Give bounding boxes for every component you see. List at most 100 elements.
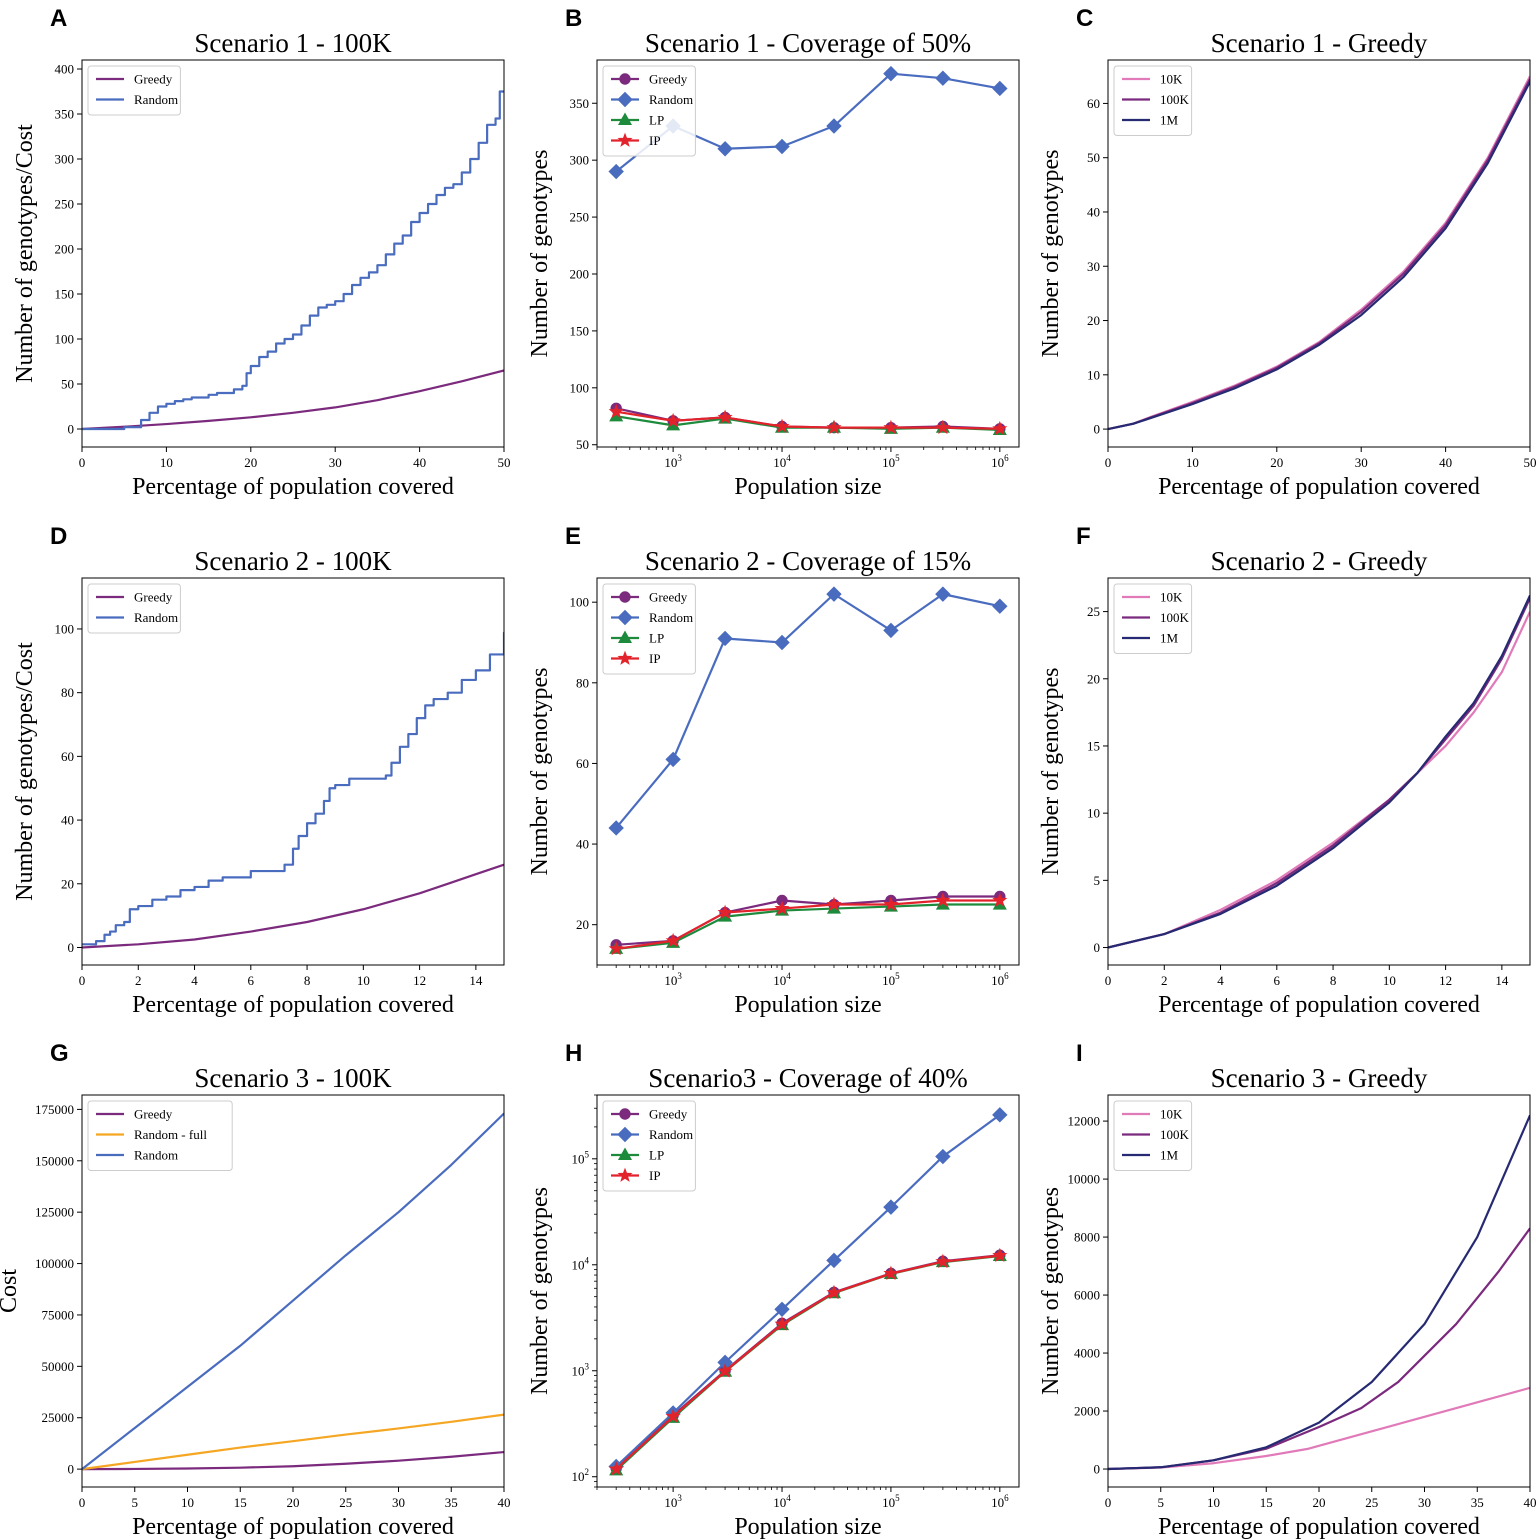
x-axis-label: Percentage of population covered: [132, 1514, 454, 1540]
y-tick-label: 102: [572, 1467, 590, 1484]
series-line-10k: [1108, 611, 1530, 949]
y-tick-label: 250: [570, 210, 590, 225]
legend-box: [87, 1100, 233, 1171]
x-tick-label: 103: [664, 1493, 682, 1510]
legend: 10K 100K 1M: [1113, 583, 1193, 654]
x-tick-label: 10: [357, 973, 370, 988]
marker-4-3-2: [717, 904, 733, 920]
x-tick-label: 104: [773, 1493, 791, 1510]
chart-title: Scenario 1 - 100K: [194, 28, 392, 58]
y-tick-label: 125000: [35, 1205, 74, 1220]
y-tick-label: 20: [576, 917, 589, 932]
legend-label: Random: [649, 1127, 693, 1142]
marker-4-legend-1: [617, 609, 633, 626]
y-tick-label: 175000: [35, 1102, 74, 1117]
y-axis-label: Number of genotypes: [1038, 1187, 1064, 1395]
legend-label: Random: [649, 92, 693, 107]
marker-7-1-7: [992, 1107, 1008, 1123]
marker-7-3-7: [992, 1247, 1008, 1263]
plot-frame: [81, 59, 505, 448]
marker-7-3-1: [665, 1408, 681, 1423]
x-tick-label: 20: [1313, 1495, 1326, 1510]
y-tick-label: 0: [68, 940, 75, 955]
series-group: [608, 65, 1008, 436]
series-line-10k: [1108, 1386, 1530, 1471]
legend-label: 10K: [1160, 72, 1183, 87]
marker-7-legend-1: [617, 1126, 633, 1143]
y-tick-label: 30: [1087, 259, 1100, 274]
x-tick-label: 4: [1217, 973, 1224, 988]
legend-label: Greedy: [649, 1107, 688, 1122]
legend: Greedy Random: [87, 583, 181, 634]
x-tick-label: 30: [1355, 455, 1368, 470]
x-tick-label: 10: [1186, 455, 1199, 470]
y-tick-label: 150: [570, 323, 590, 338]
x-tick-label: 4: [191, 973, 198, 988]
marker-1-1-0: [608, 163, 624, 180]
marker-4-3-3: [774, 900, 790, 915]
x-tick-label: 106: [991, 1493, 1009, 1510]
marker-4-3-5: [883, 896, 899, 911]
legend-label: Random: [134, 1148, 178, 1163]
x-tick-label: 103: [664, 453, 682, 470]
y-tick-label: 350: [570, 96, 590, 111]
legend-box: [1113, 583, 1193, 654]
y-tick-label: 40: [61, 813, 74, 828]
chart-a: A Scenario 1 - 100K 0 10 20 30 40 50 0 50 100 150 20…: [12, 5, 511, 500]
legend-label: 10K: [1160, 1107, 1183, 1122]
y-axis-label: Number of genotypes: [527, 150, 553, 358]
legend-box: [602, 65, 696, 157]
panel-letter: C: [1076, 5, 1093, 32]
y-axis-label: Number of genotypes: [527, 668, 553, 876]
x-tick-label: 0: [79, 1495, 86, 1510]
legend-label: Greedy: [649, 72, 688, 87]
y-tick-label: 5: [1094, 873, 1101, 888]
marker-4-1-3: [774, 634, 790, 651]
legend-label: LP: [649, 631, 664, 646]
x-tick-label: 0: [79, 455, 86, 470]
y-tick-label: 80: [61, 685, 74, 700]
marker-4-3-6: [935, 892, 951, 907]
x-axis-label: Percentage of population covered: [132, 992, 454, 1018]
marker-7-legend-2: [617, 1147, 633, 1161]
y-tick-label: 25000: [42, 1410, 75, 1425]
legend: 10K 100K 1M: [1113, 1100, 1193, 1171]
chart-g: G Scenario 3 - 100K 0 5 10 15 20 25 30 35 40 0 25000…: [0, 1040, 511, 1540]
y-tick-label: 0: [1094, 940, 1101, 955]
y-tick-label: 20: [1087, 313, 1100, 328]
series-group: [1108, 75, 1530, 431]
y-tick-label: 104: [572, 1255, 590, 1272]
chart-b: B Scenario 1 - Coverage of 50% 103 104 105 10…: [527, 5, 1020, 500]
legend-label: IP: [649, 651, 661, 666]
y-tick-label: 400: [55, 62, 75, 77]
marker-1-1-3: [774, 138, 790, 155]
x-tick-label: 104: [773, 453, 791, 470]
legend: 10K 100K 1M: [1113, 65, 1193, 136]
marker-1-1-7: [992, 80, 1008, 97]
plot-frame: [596, 1094, 1020, 1488]
y-tick-label: 8000: [1074, 1230, 1100, 1245]
chart-d: D Scenario 2 - 100K 0 2 4 6 8 10 12 14 0 20 40 60 80 10…: [12, 523, 505, 1018]
series-line-greedy: [82, 863, 504, 949]
x-tick-label: 50: [1524, 455, 1536, 470]
marker-4-1-6: [935, 586, 951, 602]
y-tick-label: 40: [1087, 204, 1100, 219]
marker-7-1-6: [935, 1148, 951, 1165]
x-tick-label: 106: [991, 971, 1009, 988]
x-tick-label: 6: [248, 973, 255, 988]
plot-frame: [81, 1094, 505, 1488]
x-tick-label: 0: [1105, 455, 1112, 470]
x-tick-label: 30: [329, 455, 342, 470]
x-tick-label: 104: [773, 971, 791, 988]
panel-letter: G: [50, 1040, 69, 1067]
y-tick-label: 150000: [35, 1153, 74, 1168]
legend-box: [602, 1100, 696, 1192]
panel-letter: E: [565, 523, 581, 550]
series-line-1m: [1108, 1114, 1530, 1471]
y-axis-label: Number of genotypes: [1038, 668, 1064, 876]
marker-1-3-4: [826, 419, 842, 435]
panel-letter: I: [1076, 1040, 1083, 1067]
legend-label: 100K: [1160, 92, 1190, 107]
y-axis-label: Number of genotypes/Cost: [12, 124, 38, 383]
x-tick-label: 40: [498, 1495, 511, 1510]
